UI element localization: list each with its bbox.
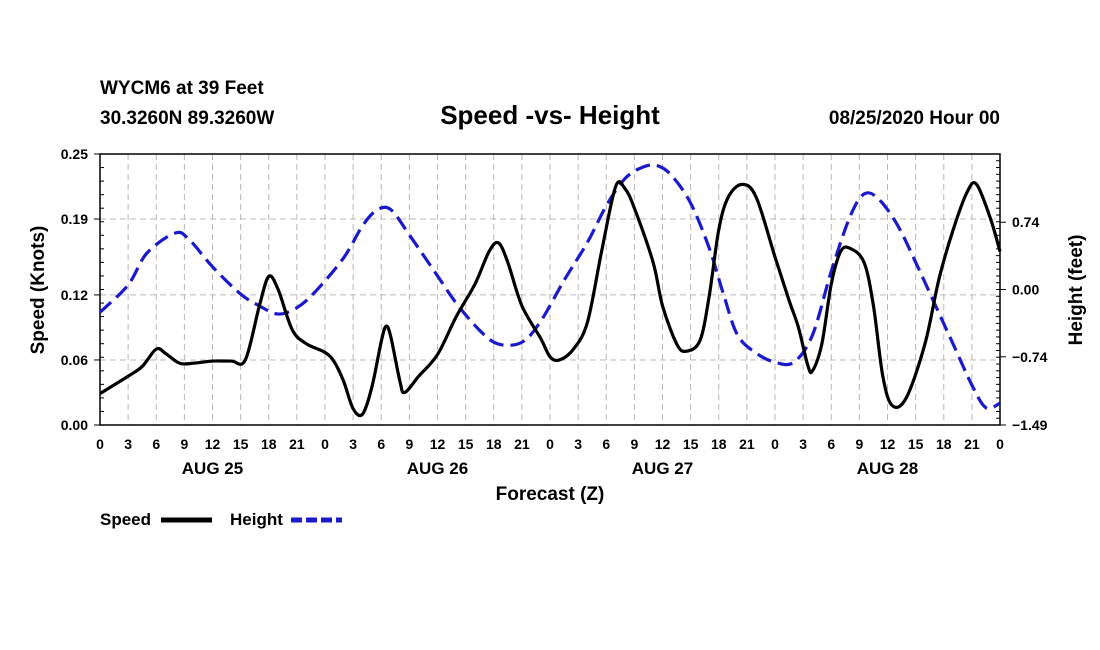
y-left-tick-label: 0.06 xyxy=(61,352,88,368)
day-labels: AUG 25 AUG 26 AUG 27 AUG 28 xyxy=(182,459,918,478)
x-tick-label: 12 xyxy=(205,436,221,452)
x-tick-label: 21 xyxy=(964,436,980,452)
y-left-tick-label: 0.12 xyxy=(61,287,88,303)
coordinates-label: 30.3260N 89.3260W xyxy=(100,108,274,129)
y-right-axis-title: Height (feet) xyxy=(1066,235,1087,346)
x-axis-title: Forecast (Z) xyxy=(496,484,605,505)
x-tick-label: 0 xyxy=(996,436,1004,452)
x-tick-label: 15 xyxy=(908,436,924,452)
y-left-axis-title: Speed (Knots) xyxy=(28,226,49,355)
legend: Speed Height xyxy=(100,510,342,529)
series-layer xyxy=(98,163,1002,418)
x-tick-label: 0 xyxy=(321,436,329,452)
y-left-tick-label: 0.00 xyxy=(61,417,88,433)
chart-title: Speed -vs- Height xyxy=(440,100,660,130)
x-tick-label: 18 xyxy=(261,436,277,452)
x-tick-label: 12 xyxy=(880,436,896,452)
day-label: AUG 26 xyxy=(407,459,468,478)
y-right-tick-label: −0.74 xyxy=(1012,349,1048,365)
height-series-line xyxy=(98,163,1001,411)
y-right-tick-label: 0.74 xyxy=(1012,214,1039,230)
x-tick-label: 9 xyxy=(630,436,638,452)
day-label: AUG 25 xyxy=(182,459,243,478)
x-tick-label: 6 xyxy=(377,436,385,452)
speed-series-line xyxy=(99,180,1002,418)
y-left-tick-labels: 0.00 0.06 0.12 0.19 0.25 xyxy=(61,146,88,433)
x-tick-label: 3 xyxy=(349,436,357,452)
x-tick-label: 21 xyxy=(289,436,305,452)
x-tick-label: 12 xyxy=(430,436,446,452)
x-tick-label: 6 xyxy=(827,436,835,452)
x-tick-label: 3 xyxy=(574,436,582,452)
x-tick-label: 15 xyxy=(458,436,474,452)
day-label: AUG 27 xyxy=(632,459,693,478)
station-label: WYCM6 at 39 Feet xyxy=(100,78,264,99)
day-label: AUG 28 xyxy=(857,459,918,478)
y-right-tick-labels: −1.49 −0.74 0.00 0.74 xyxy=(1012,214,1048,433)
x-tick-label: 3 xyxy=(124,436,132,452)
x-tick-label: 9 xyxy=(180,436,188,452)
y-left-tick-label: 0.19 xyxy=(61,211,88,227)
y-right-tick-label: −1.49 xyxy=(1012,417,1048,433)
x-tick-label: 18 xyxy=(711,436,727,452)
x-tick-label: 18 xyxy=(486,436,502,452)
x-tick-label: 15 xyxy=(233,436,249,452)
x-tick-label: 15 xyxy=(683,436,699,452)
x-tick-label: 21 xyxy=(739,436,755,452)
plot-frame xyxy=(99,153,1001,426)
x-tick-label: 6 xyxy=(152,436,160,452)
x-tick-label: 6 xyxy=(602,436,610,452)
y-left-tick-label: 0.25 xyxy=(61,146,88,162)
forecast-datetime: 08/25/2020 Hour 00 xyxy=(829,108,1000,129)
x-tick-label: 9 xyxy=(855,436,863,452)
x-tick-label: 0 xyxy=(546,436,554,452)
x-tick-label: 21 xyxy=(514,436,530,452)
x-tick-label: 9 xyxy=(405,436,413,452)
x-tick-label: 0 xyxy=(771,436,779,452)
x-tick-label: 3 xyxy=(799,436,807,452)
legend-height-label: Height xyxy=(230,510,283,529)
x-tick-label: 12 xyxy=(655,436,671,452)
x-tick-label: 0 xyxy=(96,436,104,452)
x-tick-labels: 0 3 6 9 12 15 18 21 0 3 6 9 12 15 18 21 0 3 6 9 12 15 18 21 0 3 6 9… xyxy=(96,436,1004,452)
x-tick-label: 18 xyxy=(936,436,952,452)
grid-lines xyxy=(100,154,1000,425)
y-right-tick-label: 0.00 xyxy=(1012,282,1039,298)
legend-speed-label: Speed xyxy=(100,510,151,529)
